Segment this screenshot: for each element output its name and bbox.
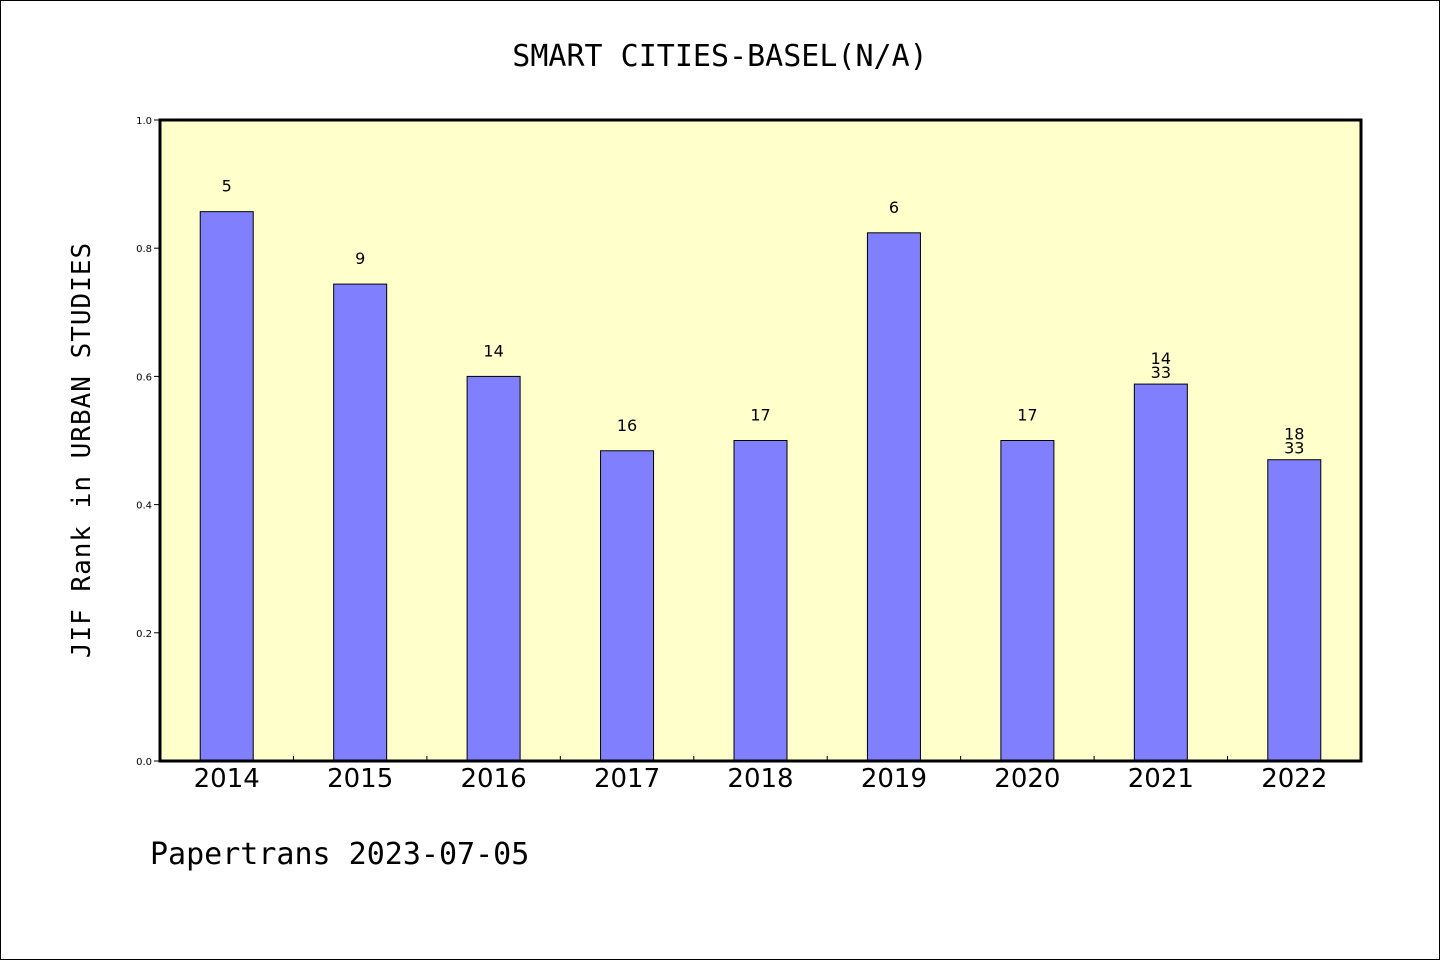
y-tick-label: 0.6 — [136, 372, 152, 383]
bar-2014 — [199, 211, 254, 762]
bar-2015 — [333, 283, 388, 762]
y-tick-label: 0.2 — [136, 629, 152, 640]
x-tick-label: 2017 — [594, 764, 660, 794]
chart-title: SMART CITIES-BASEL(N/A) — [512, 39, 927, 74]
data-label: 17 — [750, 406, 770, 425]
x-tick-label: 2019 — [861, 764, 927, 794]
data-label: 14 — [483, 341, 503, 360]
data-label: 17 — [1017, 406, 1037, 425]
bar-2022 — [1267, 459, 1322, 762]
plot-border — [158, 118, 1363, 763]
ticks-group: 0.0 0.2 0.4 0.6 0.8 1.0 2014 2015 2016 2017 2018 20… — [136, 116, 1327, 794]
x-tick-label: 2018 — [727, 764, 793, 794]
x-tick-label: 2014 — [194, 764, 260, 794]
y-tick-label: 1.0 — [136, 116, 152, 127]
bar-2020 — [1000, 440, 1055, 762]
data-label: 33 — [1151, 363, 1171, 382]
footer-text: Papertrans 2023-07-05 — [150, 837, 529, 872]
x-tick-label: 2015 — [327, 764, 393, 794]
data-label: 16 — [617, 416, 637, 435]
data-label: 33 — [1284, 439, 1304, 458]
y-axis-label: JIF Rank in URBAN STUDIES — [67, 242, 97, 658]
x-tick-label: 2021 — [1128, 764, 1194, 794]
x-tick-label: 2022 — [1261, 764, 1327, 794]
y-tick-label: 0.0 — [136, 757, 152, 768]
y-tick-label: 0.8 — [136, 244, 152, 255]
data-label: 14 — [1151, 349, 1171, 368]
x-tick-label: 2016 — [461, 764, 527, 794]
data-label: 6 — [889, 198, 899, 217]
data-label: 18 — [1284, 425, 1304, 444]
bar-2016 — [466, 375, 521, 762]
data-label: 9 — [355, 249, 365, 268]
bar-2018 — [733, 440, 788, 762]
bar-2021 — [1133, 383, 1188, 762]
x-tick-label: 2020 — [994, 764, 1060, 794]
data-label: 5 — [222, 177, 232, 196]
bar-2019 — [866, 232, 921, 762]
bar-2017 — [600, 450, 655, 762]
y-tick-label: 0.4 — [136, 501, 152, 512]
